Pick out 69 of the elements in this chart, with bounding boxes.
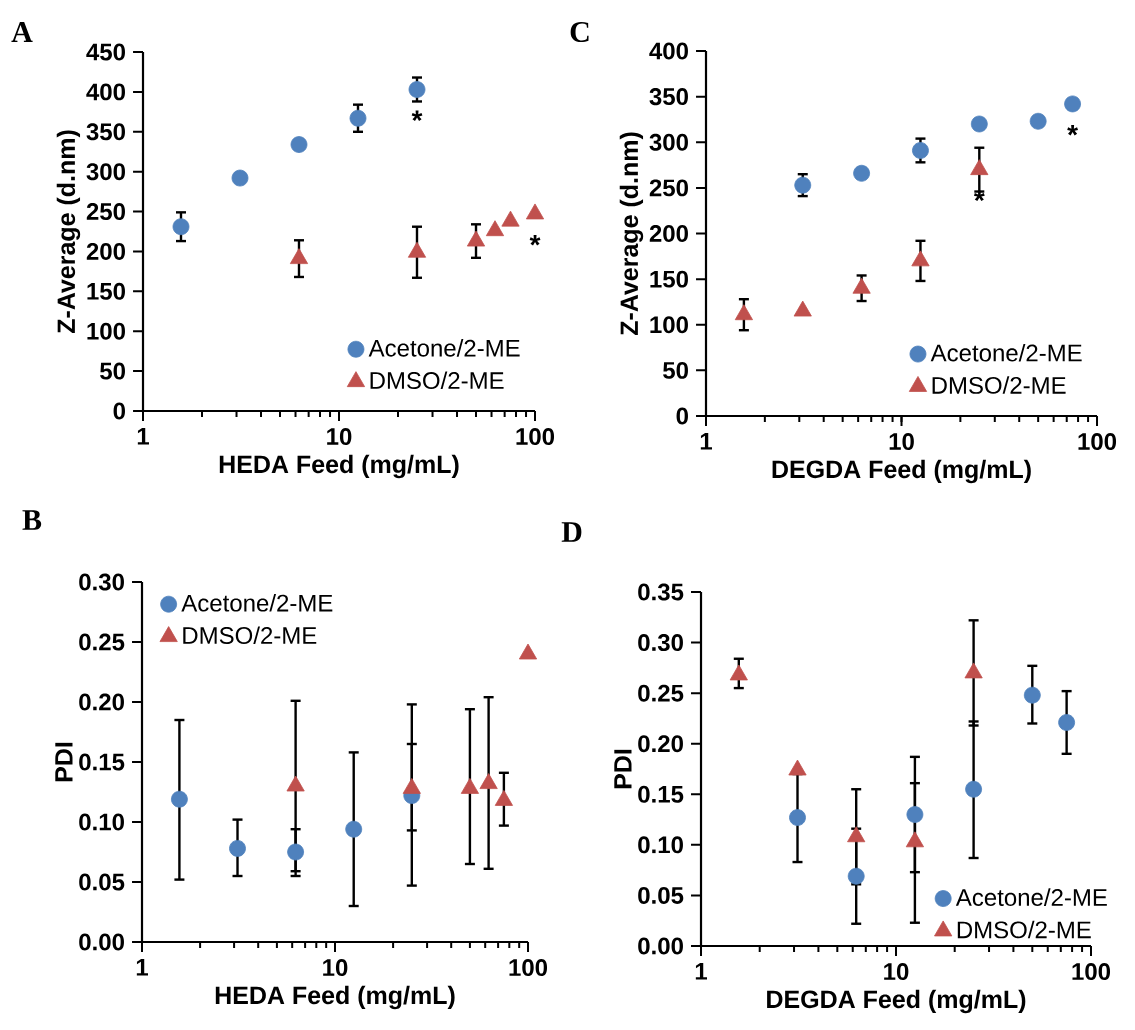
chart-title: A [11,22,33,42]
y-tick-label: 0.00 [79,933,124,951]
y-tick-label: 450 [86,43,125,61]
x-tick-label: 1 [136,959,148,976]
y-tick-label: 250 [649,179,688,197]
legend-label: DMSO/2-ME [957,920,1091,939]
y-tick-label: 0 [676,407,688,425]
y-tick-label: 0.30 [79,573,124,591]
chart-title: D [561,522,582,542]
y-tick-label: 250 [86,203,125,221]
y-axis-title: PDI [55,742,73,782]
chart-title: B [22,510,42,530]
y-tick-label: 200 [649,225,688,242]
y-tick-label: 50 [663,361,688,379]
legend-label: Acetone/2-ME [955,888,1107,906]
y-tick-label: 0 [113,402,125,420]
x-tick-label: 10 [889,433,914,451]
y-tick-label: 400 [649,42,688,60]
y-tick-label: 350 [86,123,125,141]
y-tick-label: 0.15 [79,753,125,771]
x-tick-label: 10 [884,963,909,981]
y-tick-label: 150 [650,270,688,288]
x-tick-label: 100 [509,959,548,977]
y-tick-label: 300 [649,133,688,151]
x-tick-label: 1 [695,963,708,980]
y-tick-label: 100 [650,316,688,334]
y-tick-label: 0.20 [79,693,124,711]
annotation: * [1067,125,1079,136]
legend-label: Acetone/2-ME [181,594,333,612]
y-tick-label: 50 [100,362,125,380]
x-tick-label: 100 [1072,963,1111,981]
x-tick-label: 100 [516,428,555,446]
y-tick-label: 0.25 [638,684,684,702]
legend-label: Acetone/2-ME [368,339,520,357]
x-tick-label: 10 [327,428,352,446]
legend-label: Acetone/2-ME [930,343,1082,362]
y-tick-label: 0.30 [638,634,683,652]
x-axis-title: DEGDA Feed (mg/mL) [767,989,1026,1014]
x-axis-title: HEDA Feed (mg/mL) [215,985,455,1010]
y-tick-label: 0.35 [638,583,684,601]
y-axis-title: Z-Average (d.nm) [619,132,644,336]
y-tick-label: 0.10 [79,813,124,831]
chart-title: C [570,21,589,43]
legend-label: DMSO/2-ME [183,626,317,644]
y-tick-label: 200 [86,242,125,260]
annotation: * [529,235,541,246]
legend-label: DMSO/2-ME [370,371,504,390]
y-tick-label: 0.20 [638,735,683,753]
y-tick-label: 400 [86,83,125,101]
x-tick-label: 1 [137,428,149,445]
x-tick-label: 100 [1078,433,1117,451]
x-axis-title: DEGDA Feed (mg/mL) [772,459,1031,484]
x-axis-title: HEDA Feed (mg/mL) [219,454,459,479]
x-tick-label: 10 [323,959,348,977]
x-tick-label: 1 [700,433,713,450]
y-tick-label: 0.00 [638,937,683,955]
y-tick-label: 0.05 [638,886,684,904]
y-tick-label: 0.05 [79,873,125,891]
y-tick-label: 150 [87,282,125,300]
y-tick-label: 350 [649,88,688,106]
y-axis-title: PDI [614,749,632,789]
y-tick-label: 0.15 [638,785,684,803]
y-tick-label: 100 [87,322,125,340]
y-tick-label: 0.25 [79,633,125,651]
legend-label: DMSO/2-ME [932,376,1066,394]
annotation: * [411,110,423,121]
y-axis-title: Z-Average (d.nm) [56,130,81,334]
y-tick-label: 0.10 [638,836,683,854]
y-tick-label: 300 [86,163,125,181]
